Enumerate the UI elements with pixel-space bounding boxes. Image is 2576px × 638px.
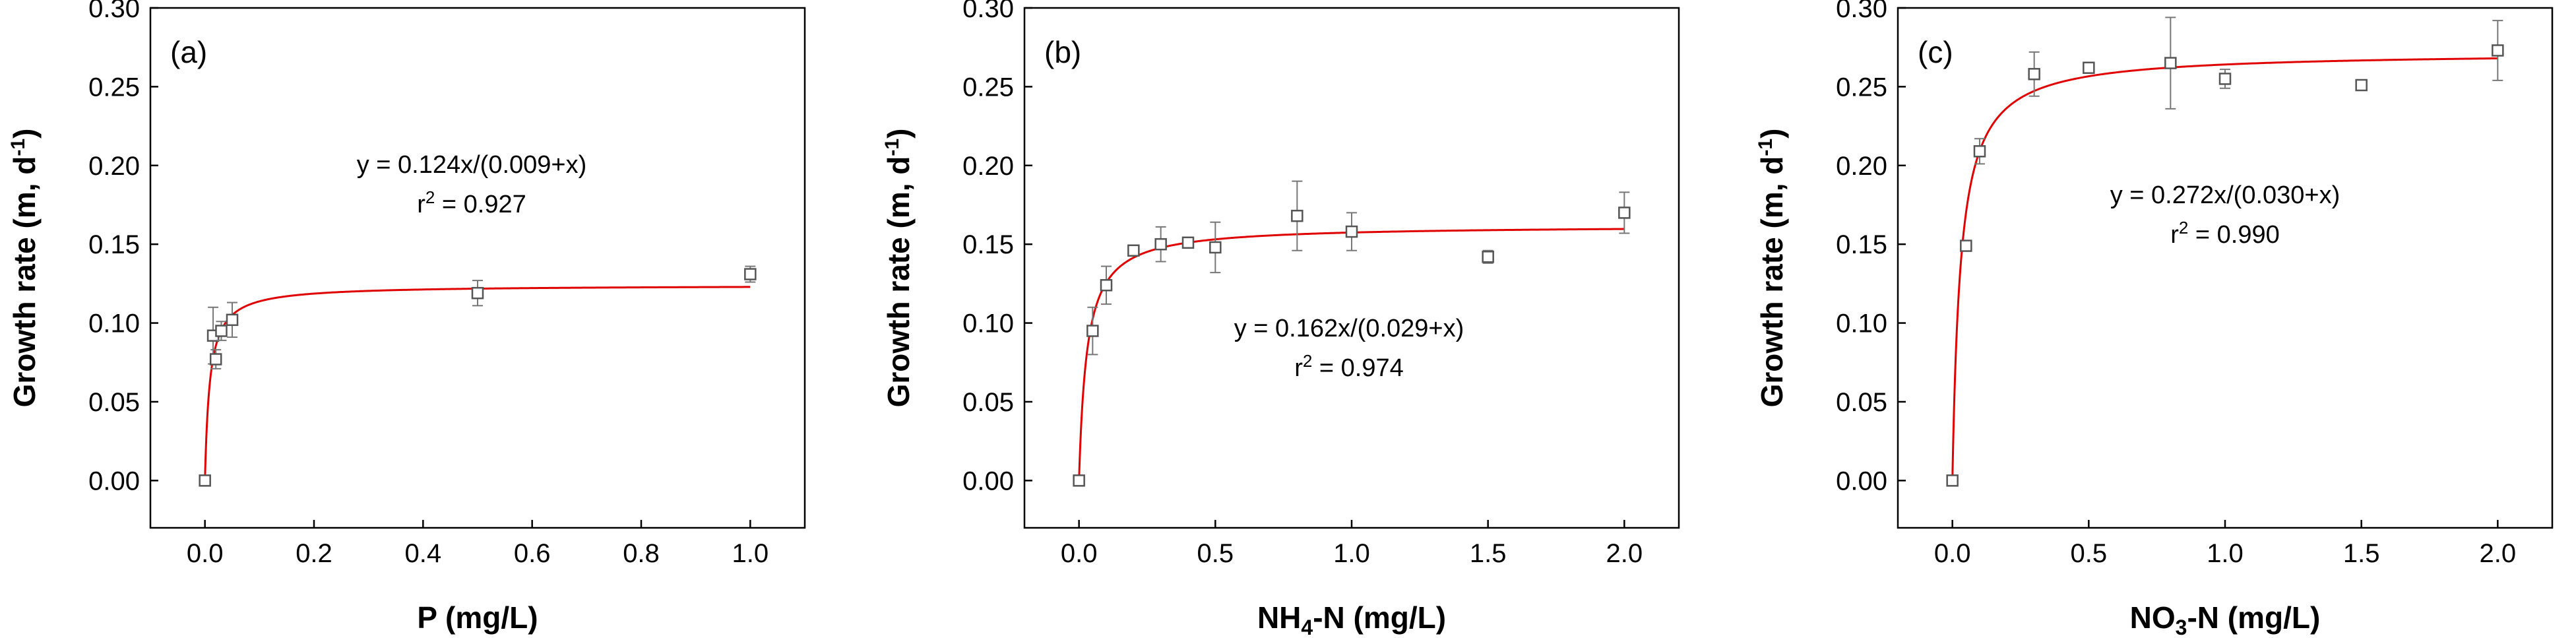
data-point: [2164, 57, 2177, 69]
chart-panel-2: 0.00 0.05 0.10 0.15 0.20 0.25 0.30 0.0 0.5 1.0 1.5…: [881, 0, 1680, 638]
panel-label: (b): [1044, 35, 1081, 69]
data-point: [1960, 239, 1972, 252]
fit-equation: y = 0.162x/(0.029+x): [1234, 315, 1464, 342]
data-point: [1100, 279, 1113, 292]
data-point: [199, 474, 211, 487]
data-point: [1291, 209, 1304, 222]
data-point: [1482, 251, 1494, 263]
data-point: [1345, 225, 1358, 238]
x-tick-label: 0.0: [1934, 539, 1971, 568]
y-tick-label: 0.15: [88, 230, 140, 259]
y-axis-title: Growth rate (m, d-1): [1755, 129, 1789, 408]
y-tick-label: 0.25: [962, 73, 1014, 102]
fit-r-squared: r2 = 0.974: [1294, 351, 1404, 382]
data-point: [215, 325, 228, 337]
x-tick-label: 2.0: [1606, 539, 1643, 568]
x-tick-label: 1.0: [1333, 539, 1370, 568]
fit-equation: y = 0.272x/(0.030+x): [2110, 181, 2340, 209]
data-point: [2492, 44, 2504, 57]
x-tick-label: 1.5: [1470, 539, 1507, 568]
y-tick-label: 0.00: [962, 466, 1014, 495]
x-tick-label: 1.0: [732, 539, 769, 568]
data-point: [1946, 474, 1959, 487]
y-tick-label: 0.20: [962, 152, 1014, 181]
data-point: [1618, 207, 1631, 219]
x-tick-label: 0.6: [514, 539, 551, 568]
plot-frame: [1023, 7, 1680, 529]
data-point: [1181, 236, 1195, 249]
fit-r-squared: r2 = 0.990: [2170, 218, 2280, 249]
x-tick-label: 1.0: [2207, 539, 2244, 568]
data-point: [2218, 73, 2232, 85]
x-tick-label: 0.5: [2071, 539, 2108, 568]
x-axis-title: P (mg/L): [417, 600, 538, 635]
y-tick-label: 0.00: [1836, 466, 1887, 495]
x-tick-label: 1.5: [2343, 539, 2380, 568]
y-tick-label: 0.25: [88, 73, 140, 102]
y-tick-label: 0.20: [88, 152, 140, 181]
fit-curve: [1951, 57, 2498, 481]
chart-panel-3: 0.00 0.05 0.10 0.15 0.20 0.25 0.30 0.0 0.5 1.0 1.5…: [1755, 0, 2554, 638]
y-tick-label: 0.25: [1836, 73, 1887, 102]
data-point: [2028, 68, 2040, 80]
data-point: [1086, 325, 1099, 337]
data-point: [1127, 244, 1140, 257]
y-tick-label: 0.30: [88, 0, 140, 23]
y-tick-label: 0.20: [1836, 152, 1887, 181]
panel-label: (a): [170, 35, 207, 69]
y-tick-label: 0.05: [962, 388, 1014, 417]
y-tick-label: 0.30: [1836, 0, 1887, 23]
x-tick-label: 0.0: [1061, 539, 1098, 568]
x-axis-title: NO3-N (mg/L): [2130, 600, 2321, 638]
x-axis-title: NH4-N (mg/L): [1257, 600, 1446, 638]
y-tick-label: 0.05: [1836, 388, 1887, 417]
y-tick-label: 0.15: [1836, 230, 1887, 259]
y-tick-label: 0.10: [1836, 309, 1887, 338]
y-tick-label: 0.30: [962, 0, 1014, 23]
x-tick-label: 2.0: [2480, 539, 2517, 568]
x-tick-label: 0.4: [405, 539, 442, 568]
data-point: [209, 353, 222, 366]
x-tick-label: 0.0: [187, 539, 224, 568]
data-point: [1073, 474, 1085, 487]
data-point: [226, 313, 239, 327]
fit-equation: y = 0.124x/(0.009+x): [357, 151, 587, 179]
data-point: [1209, 241, 1222, 254]
data-point: [1154, 238, 1167, 251]
panel-label: (c): [1918, 35, 1953, 69]
y-axis-title: Growth rate (m, d-1): [881, 129, 916, 408]
y-tick-label: 0.05: [88, 388, 140, 417]
y-axis-title: Growth rate (m, d-1): [7, 129, 42, 408]
y-tick-label: 0.00: [88, 466, 140, 495]
x-tick-label: 0.5: [1197, 539, 1234, 568]
x-tick-label: 0.2: [296, 539, 332, 568]
data-point: [1973, 145, 1986, 158]
data-point: [2083, 61, 2095, 74]
fit-curve: [204, 286, 751, 481]
y-tick-label: 0.10: [962, 309, 1014, 338]
fit-r-squared: r2 = 0.927: [417, 187, 526, 218]
y-tick-label: 0.10: [88, 309, 140, 338]
data-point: [2355, 79, 2368, 92]
chart-panel-1: 0.00 0.05 0.10 0.15 0.20 0.25 0.30 0.0 0.2 0.4 0.6…: [7, 0, 806, 635]
y-tick-label: 0.15: [962, 230, 1014, 259]
x-tick-label: 0.8: [623, 539, 660, 568]
plot-frame: [149, 7, 806, 529]
data-point: [744, 268, 757, 280]
data-point: [471, 286, 484, 300]
